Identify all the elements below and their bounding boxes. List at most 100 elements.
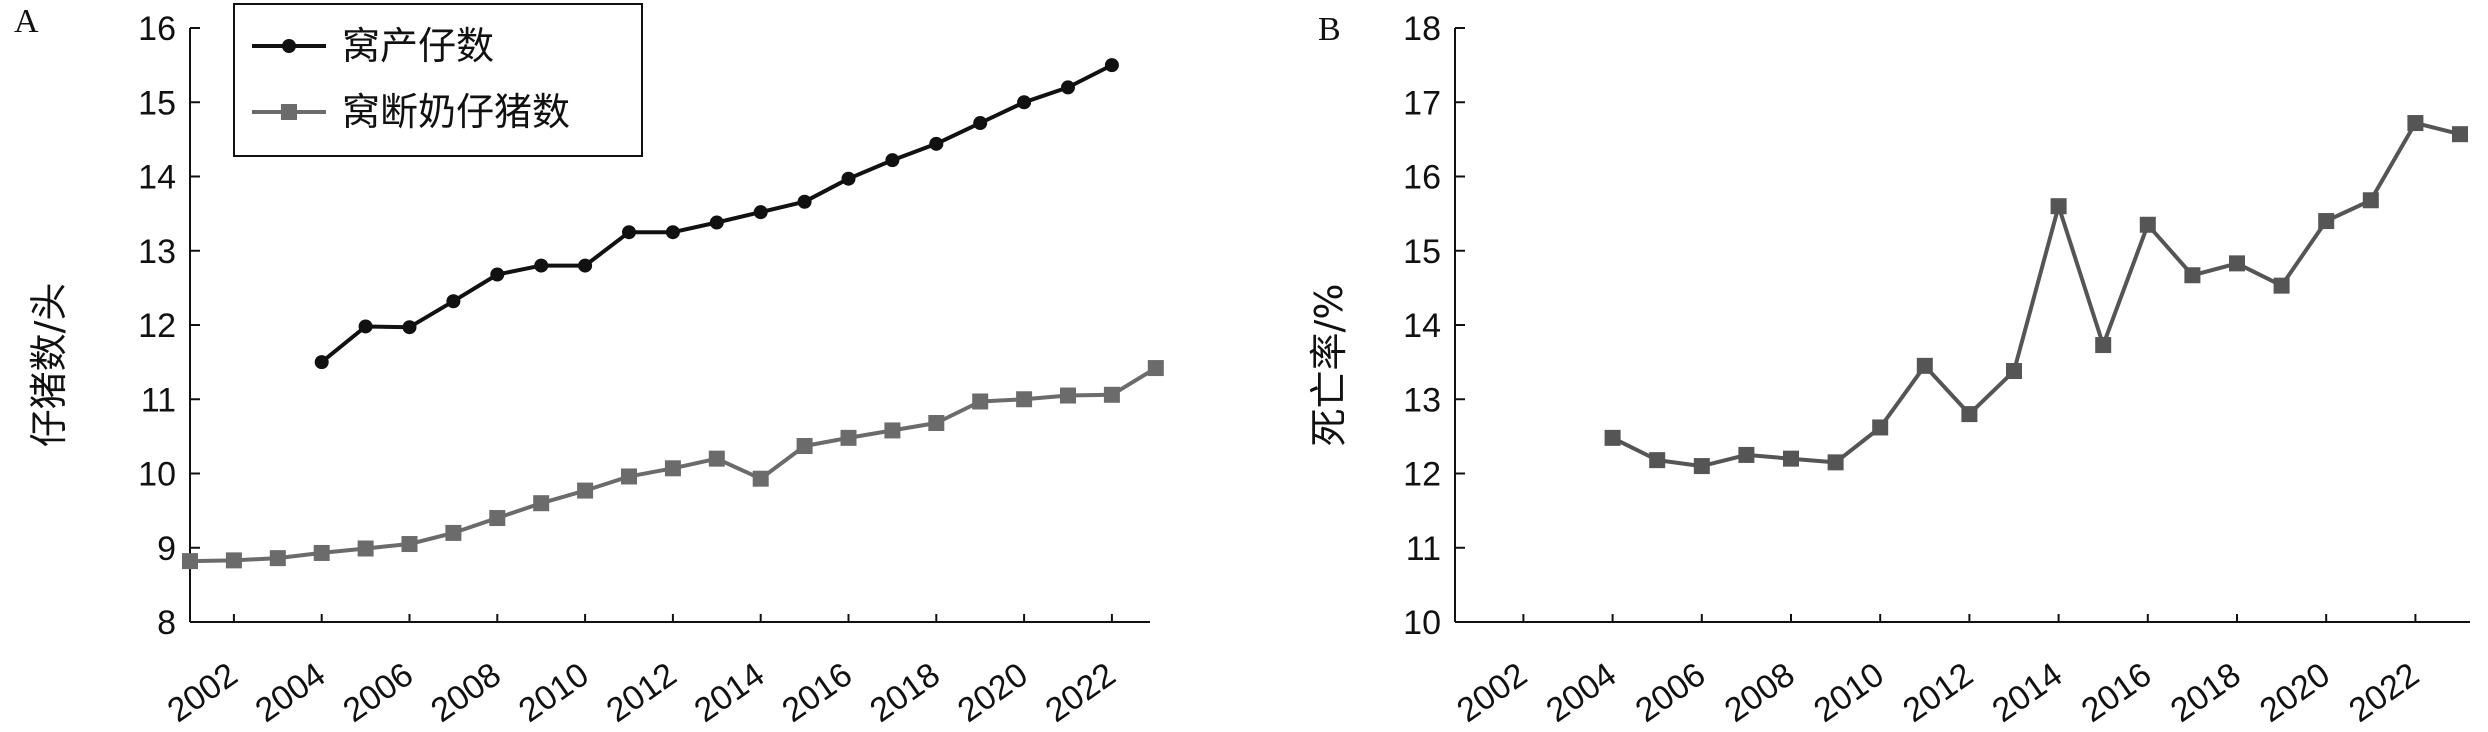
data-point-square bbox=[1783, 450, 1799, 467]
y-tick-label: 16 bbox=[1403, 159, 1441, 197]
data-point-square bbox=[269, 550, 286, 567]
data-point-square bbox=[225, 552, 242, 569]
data-point-circle bbox=[534, 258, 549, 273]
x-tick-label: 2020 bbox=[951, 655, 1035, 730]
y-tick-label: 15 bbox=[1403, 233, 1441, 271]
data-point-square bbox=[1916, 357, 1933, 374]
y-tick-label: 15 bbox=[138, 84, 176, 122]
y-tick-label: 12 bbox=[138, 307, 176, 345]
x-tick-label: 2006 bbox=[336, 655, 420, 730]
y-tick-label: 11 bbox=[141, 381, 176, 419]
data-point-square bbox=[445, 524, 462, 541]
data-point-square bbox=[664, 460, 681, 477]
y-tick-label: 17 bbox=[1403, 84, 1441, 122]
x-tick-label: 2012 bbox=[600, 655, 684, 730]
x-tick-label: 2012 bbox=[1896, 655, 1980, 730]
data-point-square bbox=[2006, 363, 2022, 380]
legend-marker-circle bbox=[282, 39, 296, 53]
data-point-square bbox=[1693, 458, 1710, 475]
data-point-circle bbox=[841, 171, 856, 186]
data-point-circle bbox=[578, 258, 593, 273]
data-point-square bbox=[752, 470, 769, 487]
data-point-square bbox=[1147, 360, 1164, 377]
data-point-square bbox=[2273, 277, 2290, 294]
x-tick-label: 2022 bbox=[1039, 655, 1123, 730]
data-point-square bbox=[1827, 454, 1844, 471]
y-tick-label: 11 bbox=[1406, 530, 1441, 568]
data-point-circle bbox=[1061, 80, 1075, 95]
x-tick-label: 2014 bbox=[1985, 655, 2069, 730]
chart-panel-a: 8 9 10 11 12 13 14 15 16 2002 2004 2006 2008 2010 2012… bbox=[27, 3, 1164, 730]
data-point-square bbox=[1103, 386, 1120, 403]
y-tick-label: 8 bbox=[157, 604, 176, 642]
data-point-circle bbox=[973, 116, 988, 131]
y-tick-label: 10 bbox=[138, 456, 176, 494]
data-point-circle bbox=[753, 205, 768, 220]
x-tick-label: 2008 bbox=[1718, 655, 1802, 730]
data-point-square bbox=[2362, 192, 2379, 209]
data-point-square bbox=[621, 468, 637, 485]
y-tick-label: 14 bbox=[1403, 307, 1441, 345]
panel-b-letter: B bbox=[1318, 11, 1341, 48]
data-point-square bbox=[1016, 391, 1033, 408]
data-point-square bbox=[533, 495, 550, 512]
data-point-circle bbox=[358, 319, 373, 334]
data-point-square bbox=[2407, 115, 2424, 132]
y-axis-title: 仔猪数/头 bbox=[27, 283, 71, 448]
data-point-circle bbox=[797, 194, 812, 209]
data-point-square bbox=[1961, 406, 1978, 423]
data-point-square bbox=[708, 450, 725, 467]
data-point-square bbox=[1872, 419, 1889, 436]
data-point-circle bbox=[885, 153, 900, 168]
data-point-circle bbox=[446, 294, 461, 309]
y-tick-label: 14 bbox=[138, 159, 176, 197]
y-axis-title: 死亡率/% bbox=[1307, 284, 1351, 447]
data-point-circle bbox=[665, 225, 680, 240]
x-tick-label: 2010 bbox=[1807, 655, 1891, 730]
data-point-square bbox=[357, 540, 374, 557]
data-point-square bbox=[2050, 198, 2067, 215]
data-point-circle bbox=[402, 320, 417, 335]
legend-marker-square bbox=[281, 104, 297, 120]
legend-label: 窝产仔数 bbox=[342, 24, 494, 68]
x-tick-label: 2006 bbox=[1629, 655, 1713, 730]
data-point-square bbox=[2318, 213, 2335, 230]
data-point-square bbox=[2229, 255, 2245, 272]
data-point-square bbox=[577, 482, 594, 499]
legend-label: 窝断奶仔猪数 bbox=[342, 90, 570, 134]
data-point-square bbox=[489, 510, 506, 527]
data-point-circle bbox=[490, 267, 505, 282]
x-tick-label: 2014 bbox=[688, 655, 772, 730]
data-point-square bbox=[884, 422, 901, 439]
data-point-circle bbox=[622, 225, 636, 240]
data-point-square bbox=[1060, 387, 1076, 404]
x-tick-label: 2022 bbox=[2342, 655, 2426, 730]
x-tick-label: 2016 bbox=[775, 655, 859, 730]
x-tick-label: 2004 bbox=[249, 655, 333, 730]
data-point-circle bbox=[314, 355, 329, 370]
x-tick-label: 2018 bbox=[2164, 655, 2248, 730]
y-tick-label: 13 bbox=[1403, 381, 1441, 419]
x-tick-label: 2018 bbox=[863, 655, 947, 730]
data-point-square bbox=[2452, 126, 2468, 143]
data-point-square bbox=[2184, 267, 2201, 284]
x-tick-label: 2002 bbox=[161, 655, 245, 730]
x-tick-label: 2016 bbox=[2075, 655, 2159, 730]
data-point-circle bbox=[709, 215, 724, 230]
x-tick-label: 2020 bbox=[2253, 655, 2337, 730]
data-point-square bbox=[313, 544, 330, 561]
y-tick-label: 16 bbox=[138, 10, 176, 48]
x-tick-label: 2010 bbox=[512, 655, 596, 730]
y-tick-label: 9 bbox=[157, 530, 176, 568]
y-tick-label: 12 bbox=[1403, 456, 1441, 494]
x-tick-label: 2008 bbox=[424, 655, 508, 730]
y-tick-label: 10 bbox=[1403, 604, 1441, 642]
x-tick-label: 2004 bbox=[1539, 655, 1623, 730]
data-point-circle bbox=[1104, 58, 1119, 73]
panel-a-letter: A bbox=[14, 3, 39, 40]
data-point-square bbox=[1604, 429, 1621, 446]
data-point-square bbox=[401, 536, 418, 553]
